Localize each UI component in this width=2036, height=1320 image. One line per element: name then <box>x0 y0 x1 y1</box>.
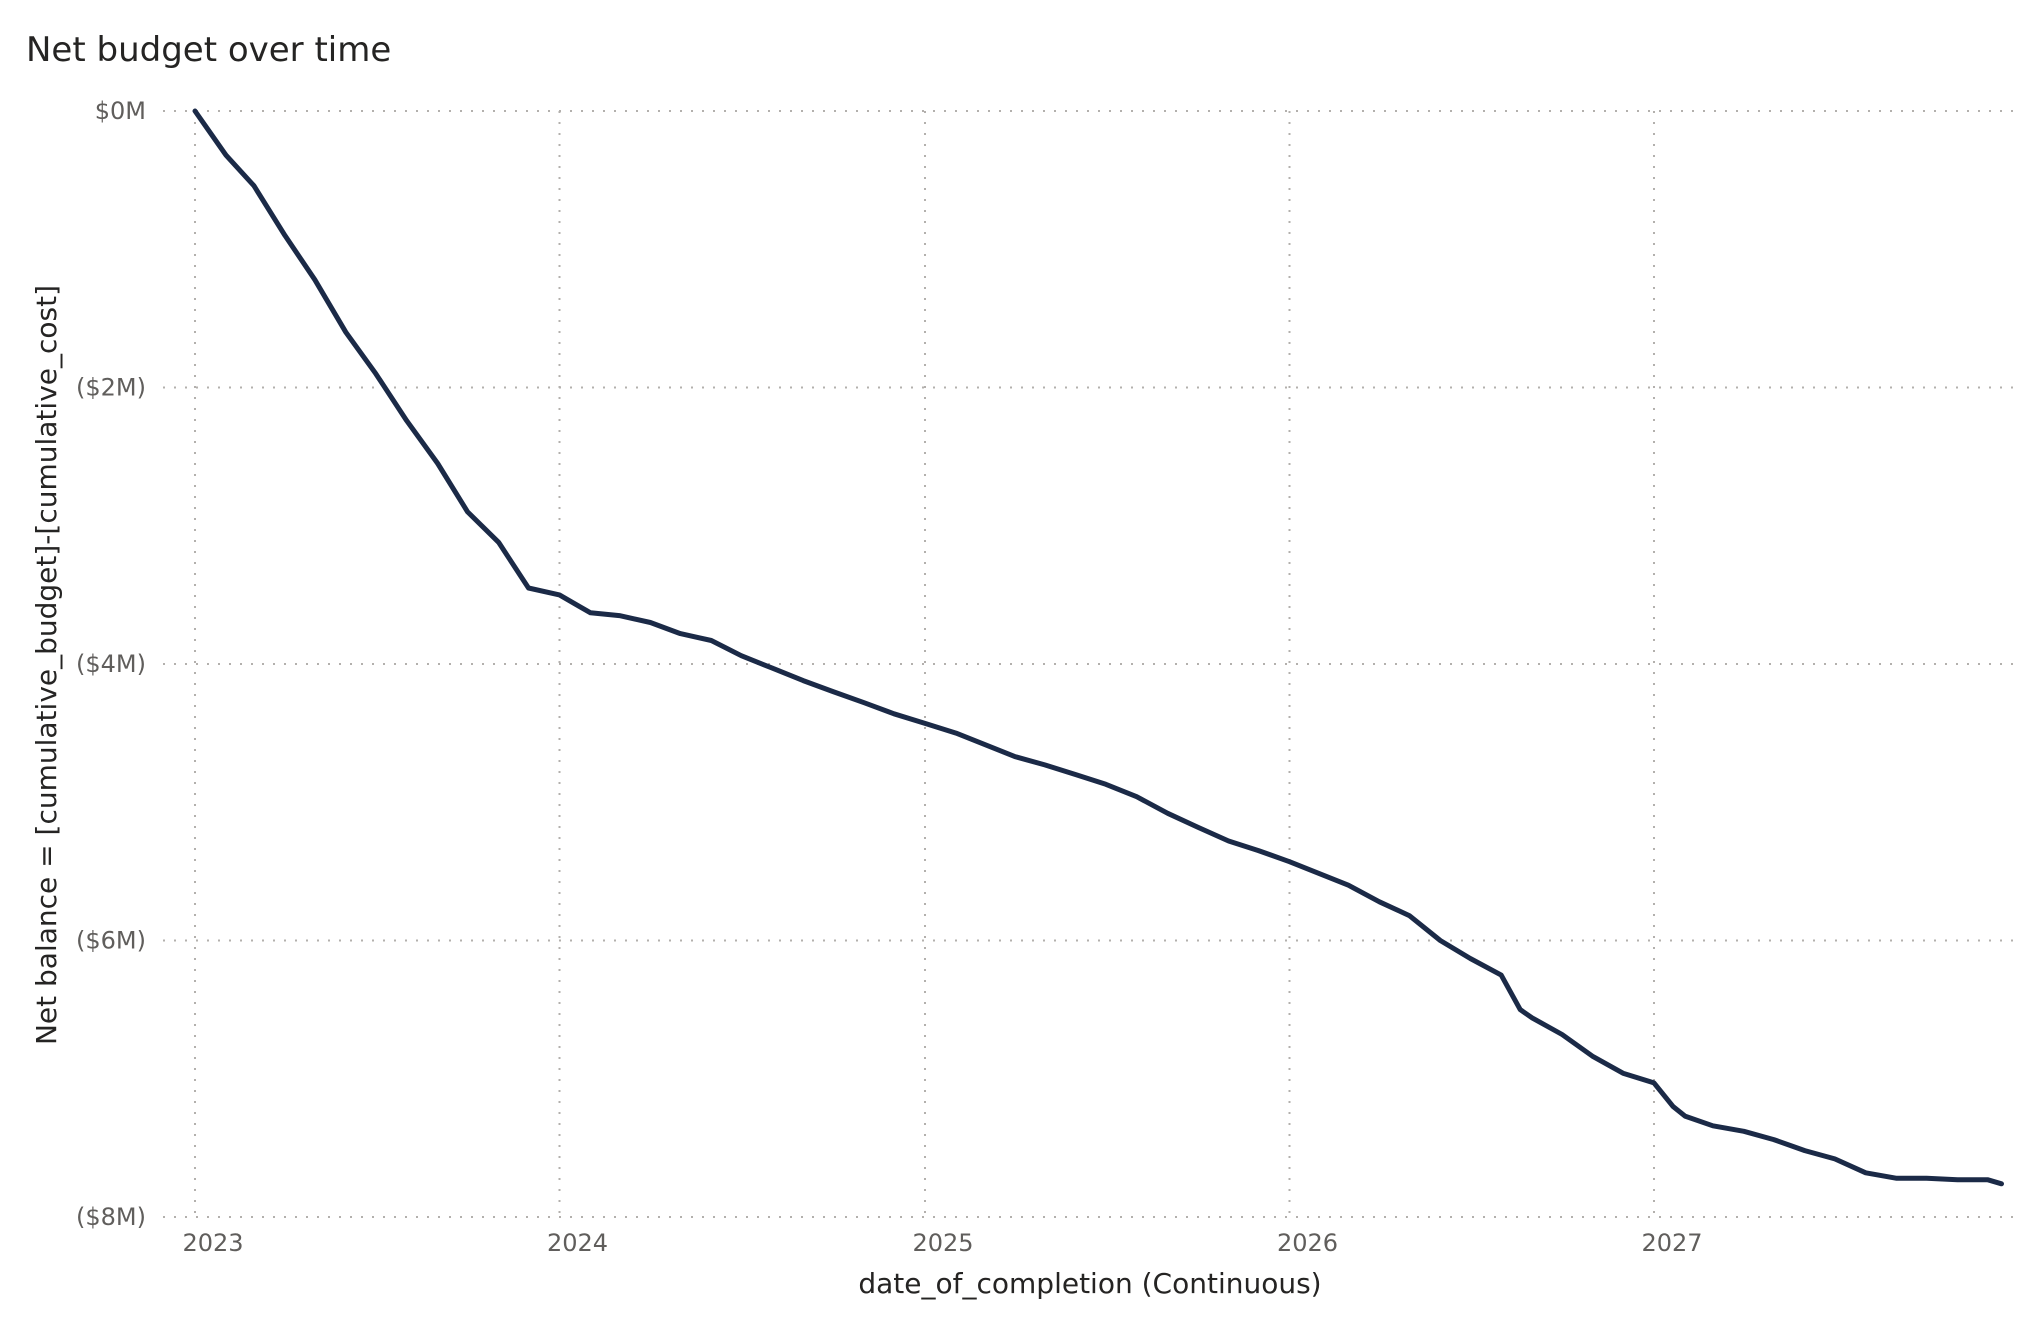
x-tick-label: 2026 <box>1277 1229 1338 1257</box>
y-tick-label: $0M <box>95 97 146 125</box>
y-axis-ticks: $0M ($2M) ($4M) ($6M) ($8M) <box>76 97 146 1231</box>
x-gridlines <box>194 111 1655 1217</box>
y-tick-label: ($4M) <box>76 650 146 678</box>
x-tick-label: 2027 <box>1641 1229 1702 1257</box>
x-axis-ticks: 2023 2024 2025 2026 2027 <box>182 1229 1702 1257</box>
net-balance-line <box>192 108 2004 1187</box>
chart-title: Net budget over time <box>26 30 392 70</box>
x-axis-title: date_of_completion (Continuous) <box>858 1267 1321 1300</box>
x-tick-label: 2024 <box>547 1229 608 1257</box>
x-tick-label: 2023 <box>182 1229 243 1257</box>
y-gridlines <box>163 110 2016 1218</box>
y-tick-label: ($2M) <box>76 374 146 402</box>
y-axis-title: Net balance = [cumulative_budget]-[cumul… <box>30 285 63 1045</box>
x-tick-label: 2025 <box>912 1229 973 1257</box>
y-tick-label: ($8M) <box>76 1203 146 1231</box>
y-tick-label: ($6M) <box>76 927 146 955</box>
